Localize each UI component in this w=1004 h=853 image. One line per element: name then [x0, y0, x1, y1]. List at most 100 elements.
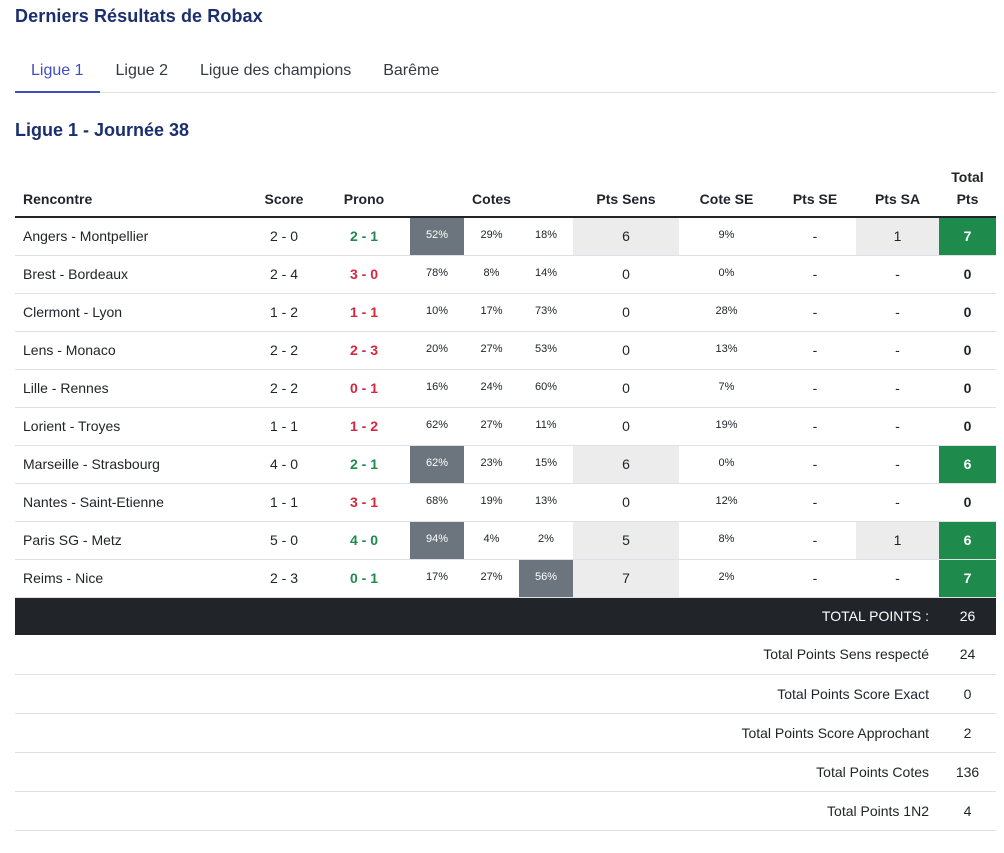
- prono-cell: 2 - 1: [318, 445, 410, 484]
- pts-sens-cell: 6: [573, 217, 679, 256]
- cote-se-cell: 28%: [679, 293, 774, 332]
- summary-value: 24: [939, 635, 996, 675]
- summary-row: Total Points Cotes 136: [15, 752, 996, 792]
- cote-se-cell: 0%: [679, 255, 774, 294]
- cote-draw-cell: 17%: [464, 293, 519, 332]
- pts-sa-cell: -: [856, 331, 939, 370]
- match-cell: Marseille - Strasbourg: [15, 445, 250, 484]
- score-cell: 2 - 4: [250, 255, 318, 294]
- tab-ligue-2[interactable]: Ligue 2: [115, 62, 169, 79]
- pts-sens-cell: 5: [573, 521, 679, 560]
- table-row: Lens - Monaco 2 - 2 2 - 3 20% 27% 53% 0 …: [15, 331, 996, 370]
- match-cell: Nantes - Saint-Etienne: [15, 483, 250, 522]
- cote-away-cell: 53%: [519, 331, 573, 370]
- section-title: Ligue 1 - Journée 38: [15, 120, 190, 140]
- cote-away-cell: 15%: [519, 445, 573, 484]
- pts-sens-cell: 0: [573, 293, 679, 332]
- cote-away-cell: 11%: [519, 407, 573, 446]
- cote-away-cell: 56%: [519, 559, 573, 598]
- cote-home-cell: 52%: [410, 217, 464, 256]
- tab-ligue-1[interactable]: Ligue 1: [15, 52, 100, 93]
- cote-home-cell: 62%: [410, 407, 464, 446]
- cote-se-cell: 9%: [679, 217, 774, 256]
- table-row: Lille - Rennes 2 - 2 0 - 1 16% 24% 60% 0…: [15, 369, 996, 408]
- pts-se-cell: -: [774, 445, 856, 484]
- summary-value: 2: [939, 713, 996, 753]
- score-cell: 5 - 0: [250, 521, 318, 560]
- pts-se-cell: -: [774, 255, 856, 294]
- header-pts-sens: Pts Sens: [573, 166, 679, 218]
- cote-home-cell: 62%: [410, 445, 464, 484]
- total-pts-cell: 7: [939, 217, 996, 256]
- pts-se-cell: -: [774, 407, 856, 446]
- cote-draw-cell: 4%: [464, 521, 519, 560]
- total-pts-cell: 0: [939, 407, 996, 446]
- table-row: Clermont - Lyon 1 - 2 1 - 1 10% 17% 73% …: [15, 293, 996, 332]
- pts-se-cell: -: [774, 483, 856, 522]
- prono-cell: 1 - 2: [318, 407, 410, 446]
- cote-home-cell: 78%: [410, 255, 464, 294]
- header-pts-se: Pts SE: [774, 166, 856, 218]
- pts-sa-cell: 1: [856, 217, 939, 256]
- header-score: Score: [250, 166, 318, 218]
- match-cell: Lens - Monaco: [15, 331, 250, 370]
- header-cote-se: Cote SE: [679, 166, 774, 218]
- table-row: Angers - Montpellier 2 - 0 2 - 1 52% 29%…: [15, 217, 996, 256]
- prono-cell: 3 - 1: [318, 483, 410, 522]
- score-cell: 4 - 0: [250, 445, 318, 484]
- header-row: Rencontre Score Prono Cotes Pts Sens Cot…: [15, 166, 996, 218]
- cote-se-cell: 8%: [679, 521, 774, 560]
- cote-se-cell: 13%: [679, 331, 774, 370]
- match-cell: Clermont - Lyon: [15, 293, 250, 332]
- pts-sens-cell: 6: [573, 445, 679, 484]
- cote-home-cell: 20%: [410, 331, 464, 370]
- header-rencontre: Rencontre: [15, 166, 250, 218]
- pts-sa-cell: -: [856, 293, 939, 332]
- total-pts-cell: 6: [939, 445, 996, 484]
- summary-label: Total Points Sens respecté: [15, 635, 939, 675]
- total-points-label: TOTAL POINTS :: [15, 597, 939, 635]
- score-cell: 2 - 0: [250, 217, 318, 256]
- cote-se-cell: 0%: [679, 445, 774, 484]
- table-row: Paris SG - Metz 5 - 0 4 - 0 94% 4% 2% 5 …: [15, 521, 996, 560]
- total-points-row: TOTAL POINTS : 26: [15, 597, 996, 635]
- summary-row: Total Points Sens respecté 24: [15, 635, 996, 675]
- score-cell: 2 - 3: [250, 559, 318, 598]
- cote-se-cell: 7%: [679, 369, 774, 408]
- pts-se-cell: -: [774, 331, 856, 370]
- prono-cell: 2 - 1: [318, 217, 410, 256]
- cote-home-cell: 10%: [410, 293, 464, 332]
- table-row: Brest - Bordeaux 2 - 4 3 - 0 78% 8% 14% …: [15, 255, 996, 294]
- tab-bareme[interactable]: Barême: [383, 62, 440, 79]
- pts-sa-cell: -: [856, 559, 939, 598]
- match-cell: Paris SG - Metz: [15, 521, 250, 560]
- cote-home-cell: 16%: [410, 369, 464, 408]
- header-total-line2: Pts: [956, 191, 979, 207]
- table-row: Reims - Nice 2 - 3 0 - 1 17% 27% 56% 7 2…: [15, 559, 996, 598]
- header-cotes: Cotes: [410, 166, 573, 218]
- summary-label: Total Points Cotes: [15, 752, 939, 792]
- summary-label: Total Points Score Exact: [15, 674, 939, 714]
- league-tabs: Ligue 1 Ligue 2 Ligue des champions Barê…: [15, 52, 996, 93]
- summary-row: Total Points Score Approchant 2: [15, 713, 996, 753]
- cote-home-cell: 68%: [410, 483, 464, 522]
- tab-ligue-des-champions[interactable]: Ligue des champions: [200, 62, 352, 79]
- total-pts-cell: 0: [939, 369, 996, 408]
- results-table: Rencontre Score Prono Cotes Pts Sens Cot…: [15, 166, 996, 831]
- match-cell: Lorient - Troyes: [15, 407, 250, 446]
- pts-sens-cell: 7: [573, 559, 679, 598]
- pts-sens-cell: 0: [573, 407, 679, 446]
- cote-se-cell: 2%: [679, 559, 774, 598]
- table-row: Lorient - Troyes 1 - 1 1 - 2 62% 27% 11%…: [15, 407, 996, 446]
- cote-draw-cell: 19%: [464, 483, 519, 522]
- summary-value: 0: [939, 674, 996, 714]
- cote-away-cell: 60%: [519, 369, 573, 408]
- score-cell: 1 - 1: [250, 483, 318, 522]
- header-pts-sa: Pts SA: [856, 166, 939, 218]
- pts-sa-cell: -: [856, 369, 939, 408]
- total-points-value: 26: [939, 597, 996, 635]
- header-prono: Prono: [318, 166, 410, 218]
- cote-away-cell: 73%: [519, 293, 573, 332]
- pts-sens-cell: 0: [573, 255, 679, 294]
- total-pts-cell: 0: [939, 255, 996, 294]
